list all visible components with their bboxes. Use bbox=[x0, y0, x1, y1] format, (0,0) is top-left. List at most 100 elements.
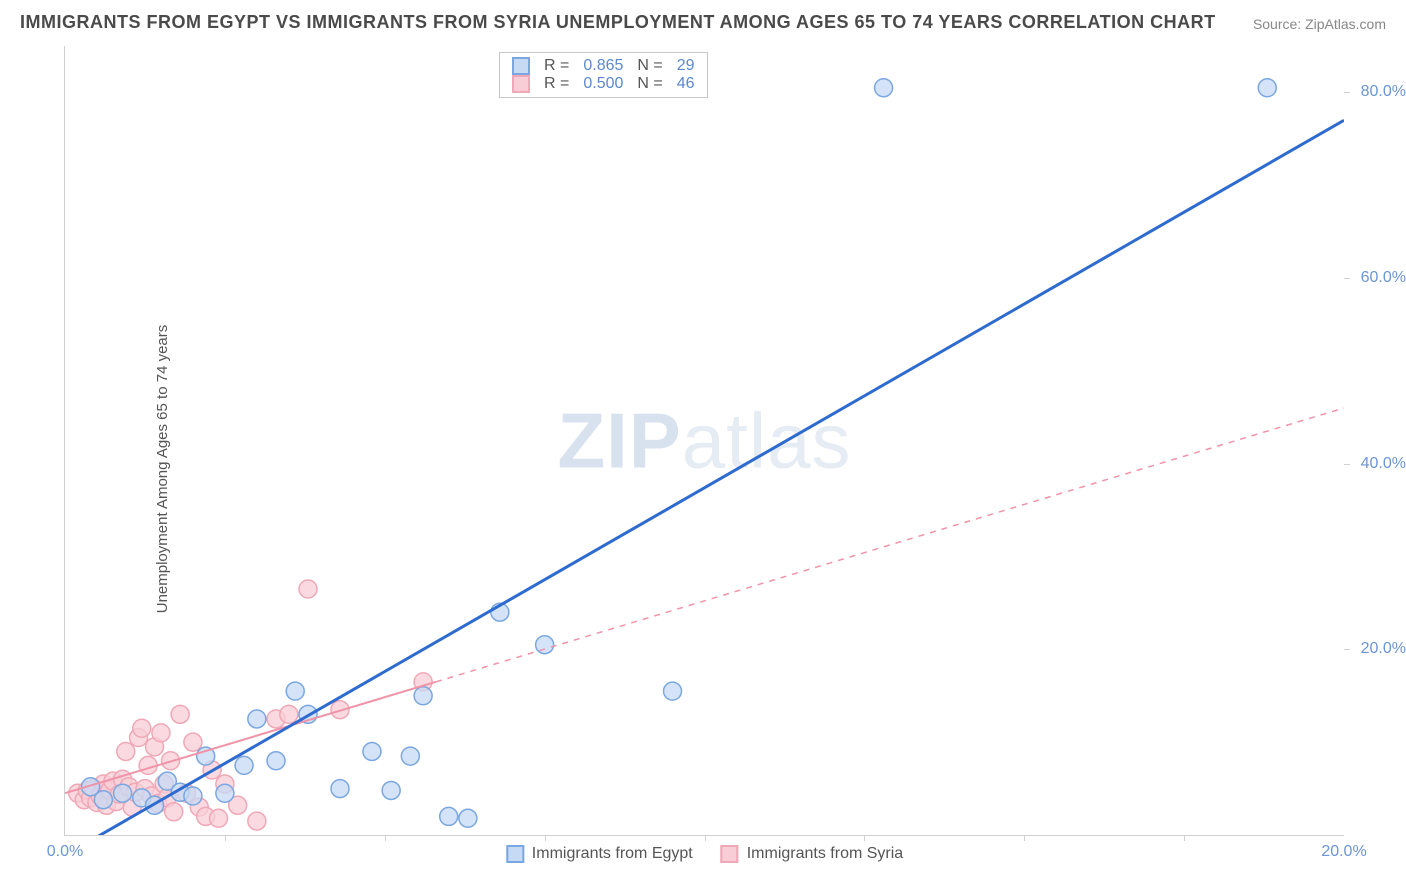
scatter-point-egypt bbox=[875, 79, 893, 97]
chart-area: Unemployment Among Ages 65 to 74 years Z… bbox=[44, 46, 1386, 892]
r-value-syria: 0.500 bbox=[583, 75, 623, 93]
scatter-point-egypt bbox=[440, 807, 458, 825]
legend-row-egypt: R = 0.865 N = 29 bbox=[512, 57, 695, 75]
x-tick-label: 20.0% bbox=[1321, 843, 1366, 861]
x-tick-label: 0.0% bbox=[47, 843, 83, 861]
r-label: R = bbox=[544, 57, 569, 75]
legend-item-syria: Immigrants from Syria bbox=[721, 845, 903, 863]
scatter-point-syria bbox=[331, 701, 349, 719]
scatter-point-syria bbox=[190, 798, 208, 816]
trend-line-syria bbox=[65, 682, 436, 793]
scatter-point-egypt bbox=[248, 710, 266, 728]
swatch-egypt bbox=[512, 57, 530, 75]
scatter-point-syria bbox=[101, 781, 119, 799]
scatter-point-syria bbox=[91, 787, 109, 805]
scatter-point-syria bbox=[114, 770, 132, 788]
scatter-point-syria bbox=[280, 705, 298, 723]
series-legend: Immigrants from Egypt Immigrants from Sy… bbox=[506, 845, 903, 863]
scatter-point-syria bbox=[171, 705, 189, 723]
scatter-point-syria bbox=[203, 761, 221, 779]
scatter-point-syria bbox=[158, 789, 176, 807]
watermark-zip: ZIP bbox=[557, 396, 681, 484]
scatter-point-syria bbox=[209, 809, 227, 827]
legend-label-egypt: Immigrants from Egypt bbox=[532, 845, 693, 863]
n-value-syria: 46 bbox=[677, 75, 695, 93]
scatter-point-syria bbox=[78, 781, 96, 799]
scatter-point-egypt bbox=[94, 791, 112, 809]
scatter-point-syria bbox=[149, 794, 167, 812]
scatter-point-syria bbox=[299, 580, 317, 598]
swatch-syria-bottom bbox=[721, 845, 739, 863]
scatter-point-syria bbox=[120, 778, 138, 796]
scatter-point-syria bbox=[98, 796, 116, 814]
trend-line-syria-dash bbox=[436, 408, 1344, 682]
y-tick-label: 80.0% bbox=[1361, 83, 1406, 101]
scatter-point-syria bbox=[152, 724, 170, 742]
scatter-point-syria bbox=[107, 793, 125, 811]
r-value-egypt: 0.865 bbox=[583, 57, 623, 75]
scatter-point-syria bbox=[69, 784, 87, 802]
scatter-point-egypt bbox=[146, 796, 164, 814]
scatter-point-syria bbox=[155, 775, 173, 793]
scatter-point-egypt bbox=[363, 742, 381, 760]
scatter-point-egypt bbox=[216, 784, 234, 802]
scatter-point-egypt bbox=[286, 682, 304, 700]
scatter-point-syria bbox=[88, 794, 106, 812]
correlation-legend: R = 0.865 N = 29 R = 0.500 N = 46 bbox=[499, 52, 708, 98]
legend-label-syria: Immigrants from Syria bbox=[747, 845, 903, 863]
scatter-point-egypt bbox=[664, 682, 682, 700]
scatter-point-egypt bbox=[536, 636, 554, 654]
scatter-point-syria bbox=[117, 742, 135, 760]
scatter-point-syria bbox=[267, 710, 285, 728]
scatter-point-egypt bbox=[459, 809, 477, 827]
scatter-point-egypt bbox=[82, 778, 100, 796]
y-tick-label: 40.0% bbox=[1361, 455, 1406, 473]
scatter-point-syria bbox=[85, 780, 103, 798]
scatter-point-syria bbox=[94, 775, 112, 793]
scatter-point-egypt bbox=[414, 687, 432, 705]
y-tick-label: 20.0% bbox=[1361, 640, 1406, 658]
watermark: ZIPatlas bbox=[557, 395, 851, 486]
scatter-point-egypt bbox=[133, 789, 151, 807]
n-value-egypt: 29 bbox=[677, 57, 695, 75]
scatter-point-syria bbox=[146, 738, 164, 756]
scatter-point-syria bbox=[123, 798, 141, 816]
scatter-point-syria bbox=[248, 812, 266, 830]
scatter-point-syria bbox=[130, 729, 148, 747]
scatter-point-egypt bbox=[401, 747, 419, 765]
scatter-point-syria bbox=[162, 752, 180, 770]
scatter-point-egypt bbox=[1258, 79, 1276, 97]
n-label: N = bbox=[637, 57, 662, 75]
scatter-point-egypt bbox=[331, 780, 349, 798]
scatter-point-syria bbox=[142, 787, 160, 805]
scatter-point-syria bbox=[229, 796, 247, 814]
plot-region: ZIPatlas R = 0.865 N = 29 R = 0.500 N = … bbox=[64, 46, 1344, 836]
scatter-point-syria bbox=[139, 756, 157, 774]
scatter-point-syria bbox=[136, 780, 154, 798]
source-label: Source: ZipAtlas.com bbox=[1253, 16, 1386, 32]
scatter-point-egypt bbox=[197, 747, 215, 765]
legend-item-egypt: Immigrants from Egypt bbox=[506, 845, 693, 863]
scatter-point-syria bbox=[197, 807, 215, 825]
scatter-point-syria bbox=[184, 733, 202, 751]
source-label-text: Source: bbox=[1253, 16, 1301, 32]
scatter-svg bbox=[65, 46, 1344, 835]
scatter-point-syria bbox=[110, 785, 128, 803]
n-label: N = bbox=[637, 75, 662, 93]
watermark-atlas: atlas bbox=[682, 396, 852, 484]
trend-line-egypt bbox=[84, 120, 1344, 835]
scatter-point-egypt bbox=[184, 787, 202, 805]
source-value: ZipAtlas.com bbox=[1305, 16, 1386, 32]
scatter-point-syria bbox=[216, 775, 234, 793]
r-label: R = bbox=[544, 75, 569, 93]
scatter-point-syria bbox=[133, 719, 151, 737]
scatter-point-egypt bbox=[267, 752, 285, 770]
scatter-point-egypt bbox=[114, 784, 132, 802]
scatter-point-egypt bbox=[235, 756, 253, 774]
scatter-point-egypt bbox=[382, 781, 400, 799]
legend-row-syria: R = 0.500 N = 46 bbox=[512, 75, 695, 93]
scatter-point-syria bbox=[75, 791, 93, 809]
y-tick-label: 60.0% bbox=[1361, 269, 1406, 287]
scatter-point-syria bbox=[165, 803, 183, 821]
swatch-egypt-bottom bbox=[506, 845, 524, 863]
